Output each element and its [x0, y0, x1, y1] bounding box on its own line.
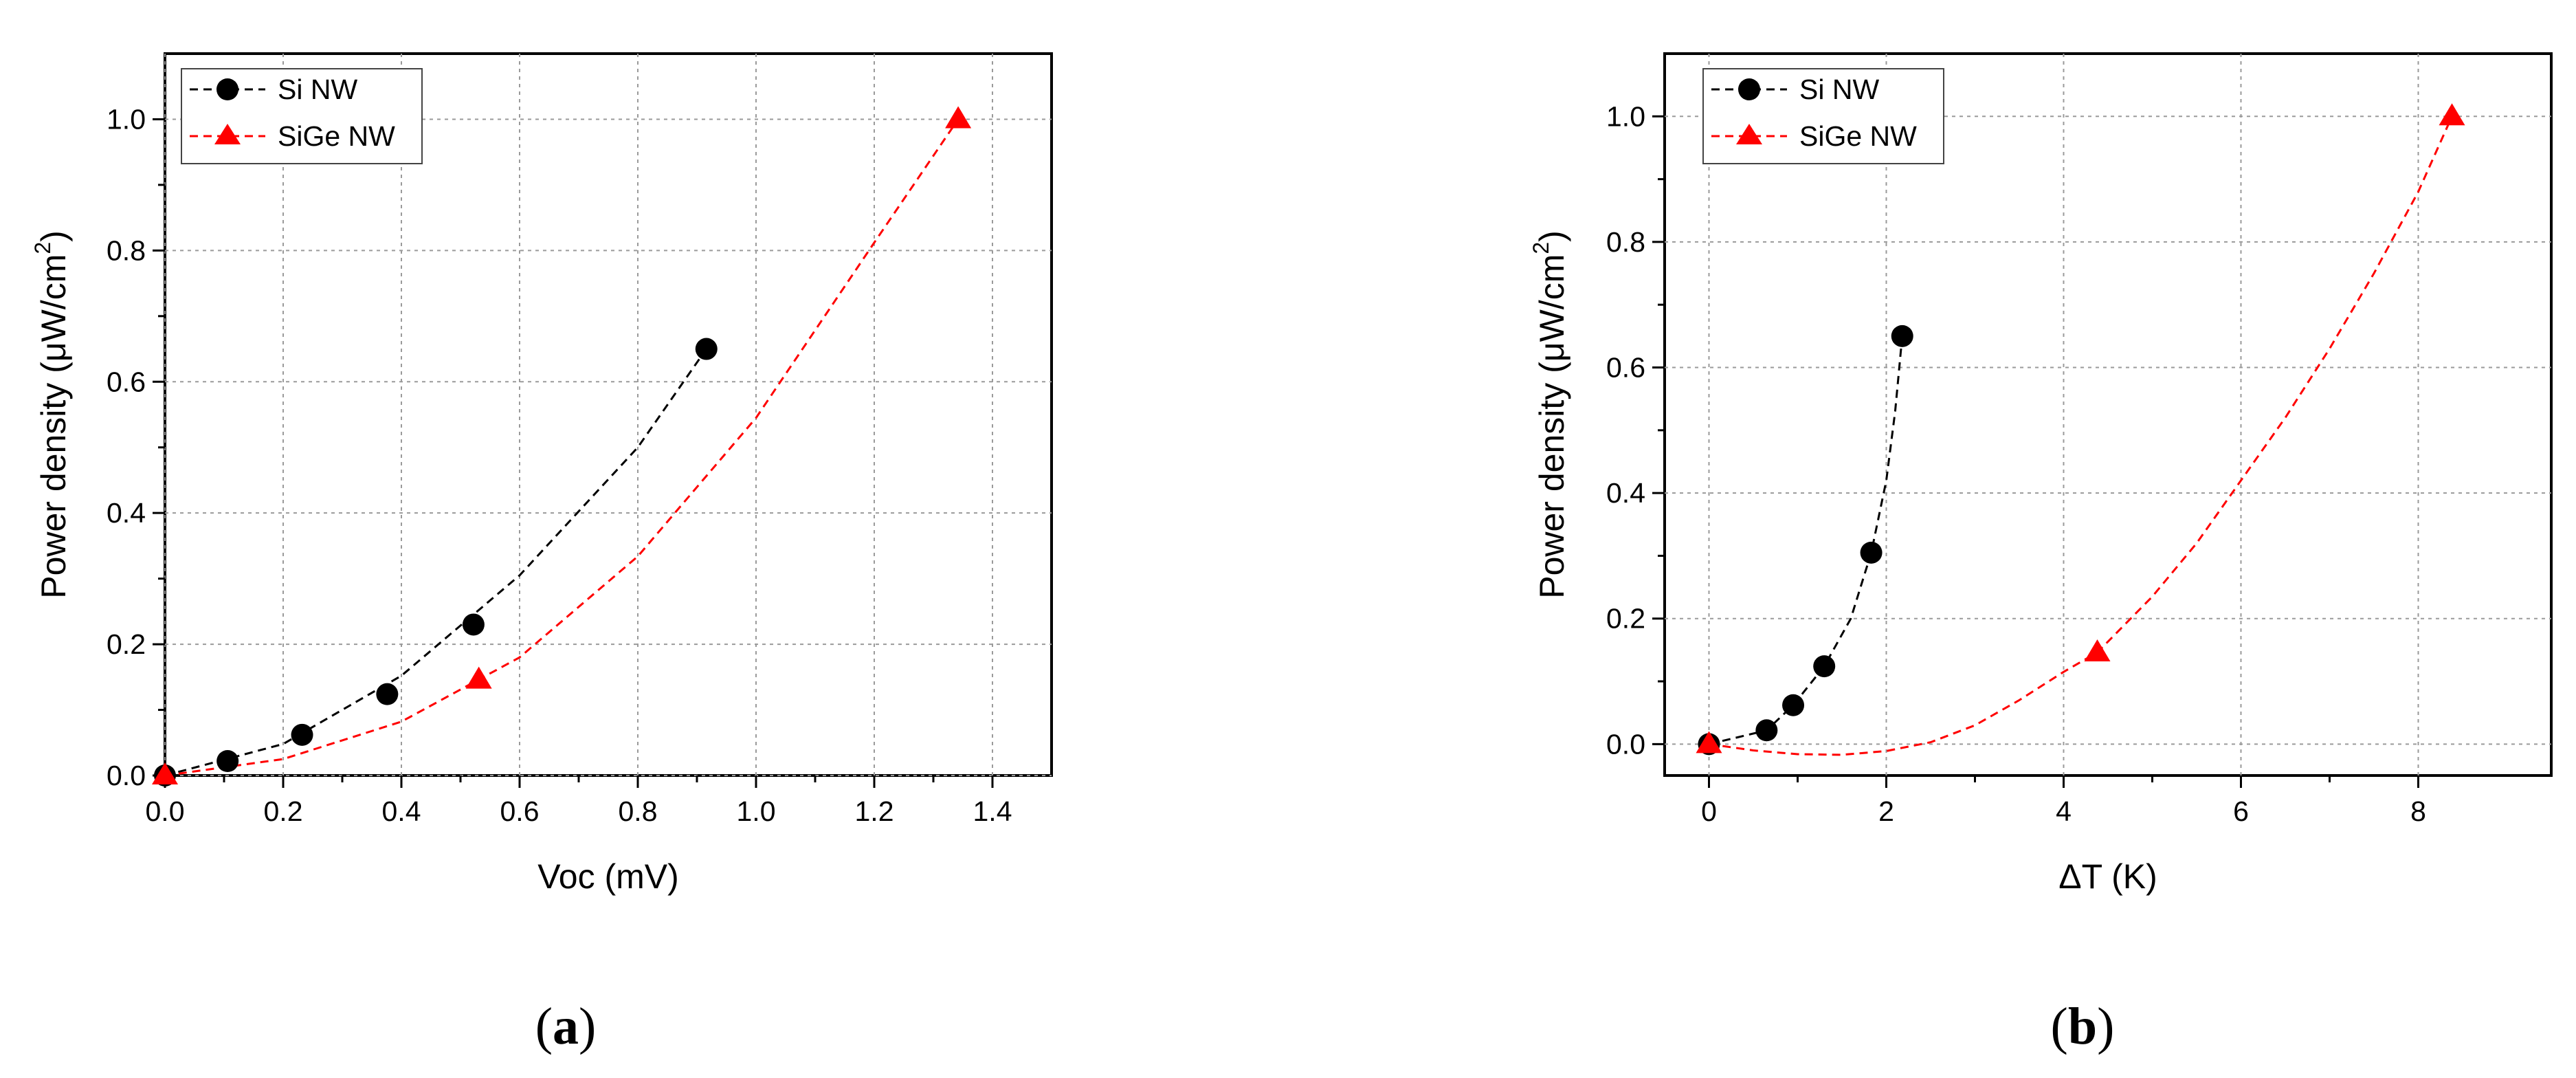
legend-si-label-a: Si NW — [278, 74, 357, 105]
data-point-sige — [2439, 103, 2465, 126]
fit-curve-circle — [1709, 336, 1904, 745]
data-point-sige — [2084, 639, 2111, 662]
legend-si-label-b: Si NW — [1799, 74, 1879, 105]
legend-si-marker-a — [216, 78, 238, 100]
y-tick-label: 0.6 — [107, 366, 146, 397]
y-tick-label: 0.4 — [107, 497, 146, 529]
data-points-a — [152, 106, 972, 786]
y-tick-label: 1.0 — [107, 103, 146, 135]
x-tick-label: 4 — [2056, 795, 2072, 827]
legend-sige-marker-b — [1736, 124, 1762, 144]
data-point-si — [376, 683, 399, 705]
x-axis-label-a: Voc (mV) — [537, 857, 679, 896]
data-point-si — [1891, 324, 1913, 347]
data-point-si — [216, 750, 239, 772]
panel-caption-a: (a) — [535, 998, 597, 1055]
plot-area-a — [164, 52, 1053, 777]
panel-caption-b: (b) — [2051, 998, 2115, 1055]
y-tick-label: 0.8 — [1606, 226, 1645, 258]
x-tick-label: 1.2 — [855, 795, 894, 827]
y-tick-label: 0.6 — [1606, 352, 1645, 384]
x-tick-label: 0.4 — [382, 795, 421, 827]
x-tick-label: 8 — [2410, 795, 2426, 827]
x-tick-label: 0.8 — [619, 795, 658, 827]
legend-sige-label-a: SiGe NW — [278, 120, 395, 152]
x-tick-label: 1.4 — [973, 795, 1012, 827]
data-point-sige — [945, 106, 972, 129]
chart-panel-b: 0 2 4 6 8 0.0 0.2 0.4 0.6 0.8 1.0 Si NW SiGe NW ΔT… — [1529, 52, 2553, 1055]
x-tick-label: 0.0 — [146, 795, 185, 827]
data-point-si — [1755, 719, 1778, 742]
data-point-si — [1860, 541, 1883, 564]
axes-a: 0.0 0.2 0.4 0.6 0.8 1.0 1.2 1.4 0.0 0.2 0.4 0.6 0.8 1… — [107, 103, 1012, 827]
data-point-si — [291, 723, 313, 746]
y-axis-label-b: Power density (μW/cm2) — [1529, 230, 1571, 599]
data-points-b — [1696, 103, 2465, 756]
legend-sige-marker-a — [214, 124, 241, 144]
y-tick-label: 0.8 — [107, 234, 146, 266]
x-tick-label: 0 — [1701, 795, 1717, 827]
x-tick-label: 2 — [1878, 795, 1894, 827]
fit-curve-triangle — [1709, 116, 2453, 756]
fit-curve-triangle — [164, 118, 959, 777]
y-tick-label: 0.0 — [107, 760, 146, 791]
y-tick-label: 0.2 — [1606, 603, 1645, 635]
x-tick-label: 6 — [2233, 795, 2249, 827]
legend-sige-label-b: SiGe NW — [1799, 120, 1917, 152]
data-point-si — [462, 613, 485, 636]
data-point-si — [1782, 694, 1805, 716]
plot-area-b — [1663, 52, 2553, 777]
data-point-sige — [465, 666, 492, 689]
legend-b: Si NW SiGe NW — [1702, 68, 1944, 164]
x-tick-label: 1.0 — [737, 795, 776, 827]
x-tick-label: 0.6 — [500, 795, 540, 827]
fit-curves-a — [164, 118, 959, 777]
fit-curves-b — [1709, 116, 2453, 756]
y-axis-label-a: Power density (μW/cm2) — [30, 230, 73, 599]
y-tick-label: 0.2 — [107, 628, 146, 660]
axes-b: 0 2 4 6 8 0.0 0.2 0.4 0.6 0.8 1.0 — [1606, 100, 2426, 827]
y-tick-label: 0.4 — [1606, 477, 1645, 509]
legend-si-marker-b — [1738, 78, 1760, 100]
fit-curve-circle — [164, 348, 708, 777]
data-point-sige — [152, 762, 178, 784]
legend-a: Si NW SiGe NW — [181, 68, 423, 164]
y-tick-label: 1.0 — [1606, 100, 1645, 132]
data-point-si — [695, 338, 718, 360]
x-tick-label: 0.2 — [264, 795, 303, 827]
data-point-sige — [1696, 731, 1722, 754]
chart-panel-a: 0.0 0.2 0.4 0.6 0.8 1.0 1.2 1.4 0.0 0.2 0.4 0.6 0.8 1… — [30, 52, 1053, 1055]
data-point-si — [1813, 655, 1836, 678]
y-tick-label: 0.0 — [1606, 728, 1645, 760]
x-axis-label-b: ΔT (K) — [2058, 857, 2157, 896]
